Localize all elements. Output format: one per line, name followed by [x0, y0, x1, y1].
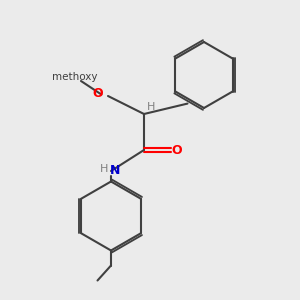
Text: methoxy: methoxy: [52, 71, 98, 82]
Text: O: O: [172, 143, 182, 157]
Text: N: N: [110, 164, 120, 178]
Text: H: H: [147, 101, 156, 112]
Text: methoxy: methoxy: [70, 72, 77, 74]
Text: O: O: [92, 86, 103, 100]
Text: methoxy: methoxy: [72, 78, 78, 80]
Text: H: H: [100, 164, 109, 175]
